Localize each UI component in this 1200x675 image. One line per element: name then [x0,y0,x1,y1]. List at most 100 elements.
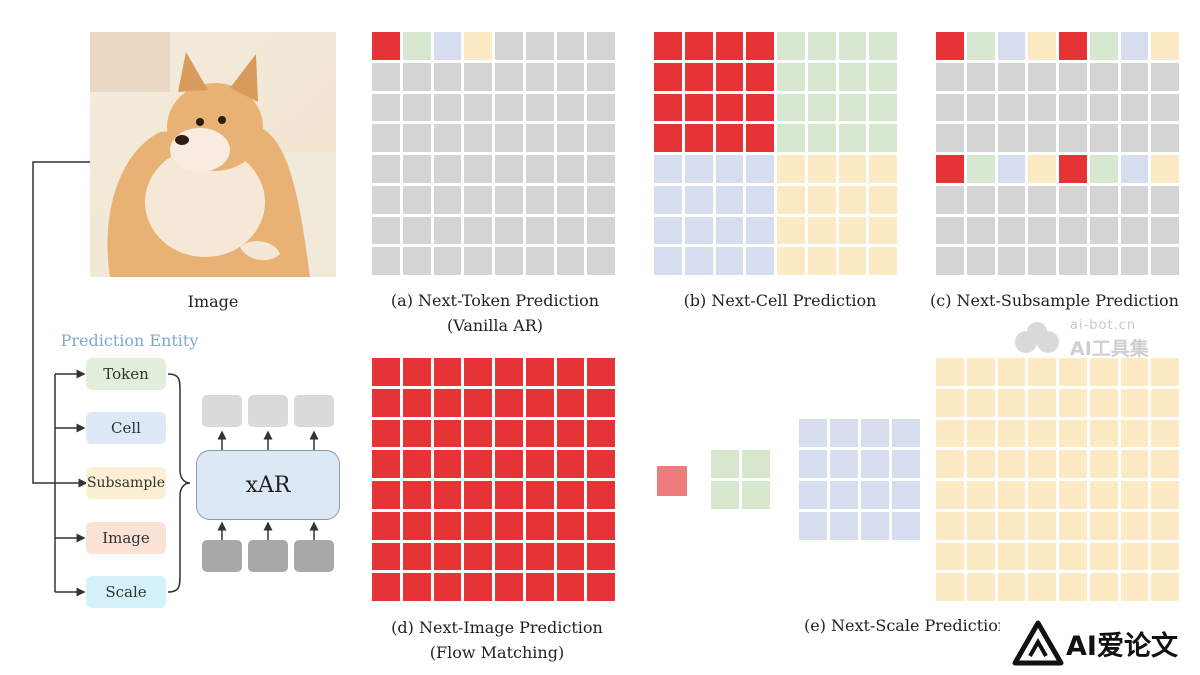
grid-cell [1089,511,1118,540]
caption-e: (e) Next-Scale Prediction [804,613,1000,638]
grid-cell [433,155,462,183]
grid-cell [869,124,897,152]
grid-cell [495,32,523,60]
grid-cell [746,62,774,91]
grid-cell [892,512,920,540]
grid-cell [1059,450,1087,478]
grid-cell [402,124,431,152]
grid-cell [1059,93,1087,122]
grid-cell [433,388,462,417]
output-token [202,395,242,427]
caption-c-line1: (c) Next-Subsample Prediction [930,291,1179,310]
grid-cell [861,419,889,447]
grid-cell [495,247,523,275]
grid-cell [936,32,964,60]
grid-cell [838,155,867,183]
grid-cell [464,358,492,386]
grid-cell [1028,62,1056,91]
grid-cell [372,216,400,245]
grid-cell [1120,62,1149,91]
grid-cell [657,466,687,496]
grid-cell [495,62,523,91]
grid-cell [684,155,713,183]
grid-cell [1028,93,1056,122]
grid-cell [1059,32,1087,60]
grid-cell [587,93,615,122]
grid-cell [746,185,774,214]
grid-cell [966,481,995,509]
grid-cell [654,32,682,60]
grid-cell [807,62,836,91]
grid-cell [1120,216,1149,245]
brand-logo-icon [1012,620,1064,666]
grid-cell [464,542,492,571]
grid-cell [838,93,867,122]
grid-cell [372,32,400,60]
doge-image [90,32,336,277]
grid-cell [495,216,523,245]
grid-cell [433,450,462,478]
grid-cell [372,62,400,91]
grid-next-image [372,358,618,604]
grid-cell [654,124,682,152]
grid-cell [1059,388,1087,417]
grid-cell [654,93,682,122]
grid-cell [1089,388,1118,417]
grid-cell [861,450,889,478]
grid-cell [869,155,897,183]
grid-cell [936,419,964,448]
grid-cell [556,481,585,509]
grid-cell [1028,511,1056,540]
grid-cell [654,155,682,183]
grid-cell [1028,216,1056,245]
grid-cell [372,481,400,509]
grid-cell [654,62,682,91]
output-token [248,395,288,427]
grid-cell [495,511,523,540]
grid-cell [402,155,431,183]
grid-cell [402,93,431,122]
grid-cell [997,155,1026,183]
grid-cell [402,62,431,91]
scale-8x8 [936,358,1182,604]
grid-cell [402,450,431,478]
caption-a-line2: (Vanilla AR) [447,316,543,335]
grid-cell [525,93,554,122]
grid-cell [799,450,827,478]
grid-cell [525,542,554,571]
grid-cell [1151,450,1179,478]
grid-cell [892,450,920,478]
grid-cell [869,93,897,122]
grid-cell [838,32,867,60]
grid-cell [936,62,964,91]
grid-cell [587,124,615,152]
caption-a: (a) Next-Token Prediction (Vanilla AR) [370,288,620,338]
entity-image: Image [86,522,166,554]
grid-cell [1059,124,1087,152]
grid-cell [587,358,615,386]
grid-cell [807,93,836,122]
caption-e-line1: (e) Next-Scale Prediction [804,616,1000,635]
grid-cell [1120,388,1149,417]
grid-cell [525,247,554,275]
grid-cell [1059,419,1087,448]
grid-cell [464,511,492,540]
grid-cell [1028,573,1056,601]
grid-cell [1151,511,1179,540]
grid-cell [1089,93,1118,122]
grid-cell [966,185,995,214]
grid-cell [1120,511,1149,540]
grid-cell [1089,185,1118,214]
grid-cell [525,419,554,448]
grid-cell [966,93,995,122]
grid-cell [1059,573,1087,601]
grid-cell [556,185,585,214]
grid-cell [1028,185,1056,214]
grid-cell [1151,481,1179,509]
grid-cell [1059,216,1087,245]
grid-cell [997,542,1026,571]
watermark-logo-icon [1015,322,1059,353]
grid-cell [433,62,462,91]
